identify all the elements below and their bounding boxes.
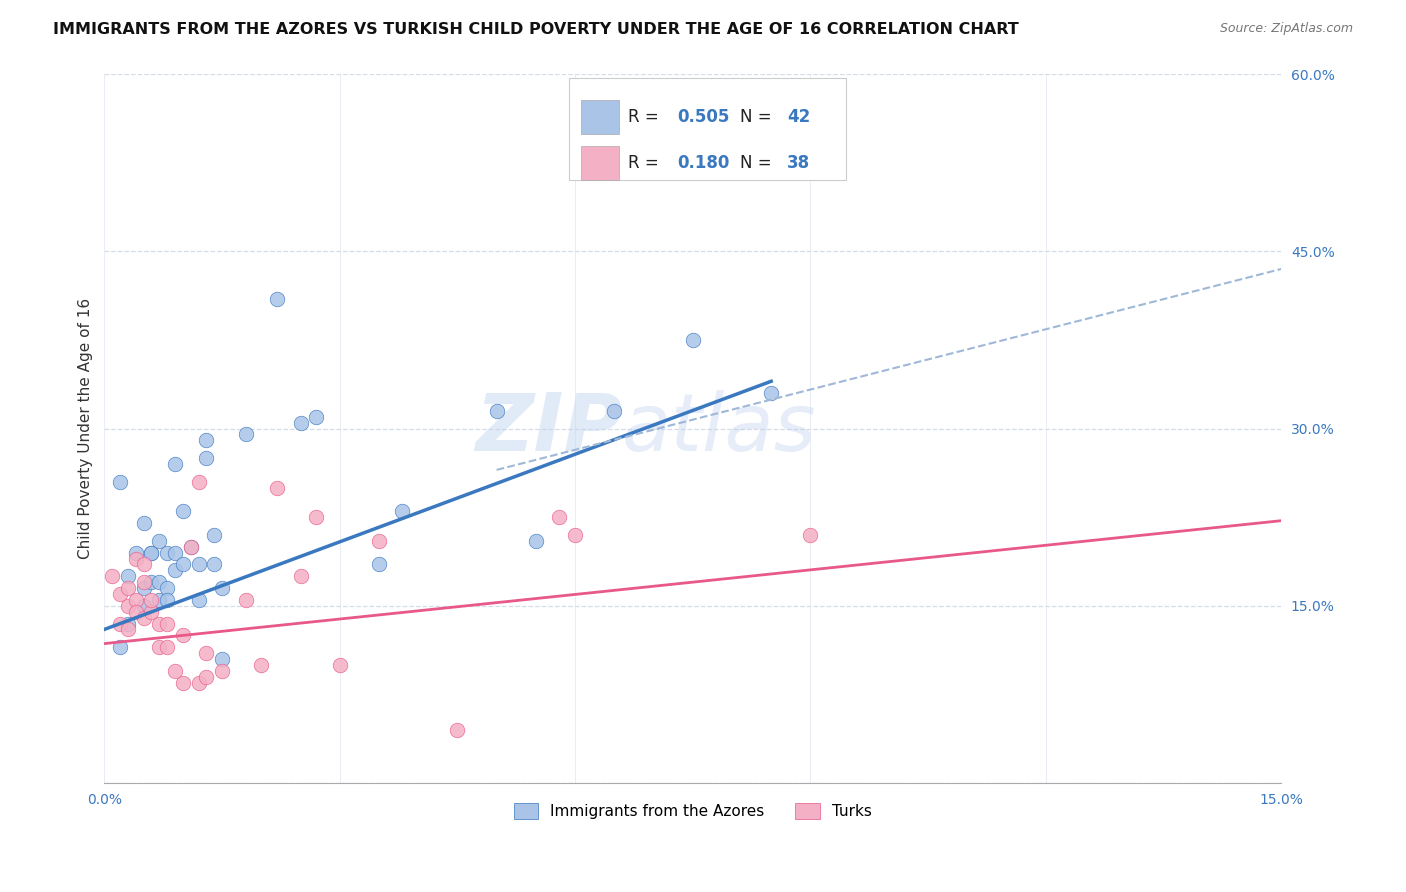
- Point: [156, 640, 179, 654]
- Point: [172, 628, 194, 642]
- Point: [250, 657, 273, 672]
- Point: [211, 581, 233, 595]
- Legend: Immigrants from the Azores, Turks: Immigrants from the Azores, Turks: [508, 797, 877, 825]
- Point: [195, 646, 218, 660]
- Text: R =: R =: [628, 108, 664, 126]
- Y-axis label: Child Poverty Under the Age of 16: Child Poverty Under the Age of 16: [79, 298, 93, 559]
- Point: [305, 409, 328, 424]
- Point: [682, 333, 704, 347]
- Point: [180, 540, 202, 554]
- Point: [132, 599, 155, 613]
- Point: [108, 587, 131, 601]
- Point: [187, 675, 209, 690]
- Point: [172, 558, 194, 572]
- Point: [132, 581, 155, 595]
- Text: R =: R =: [628, 154, 664, 172]
- Text: 0.505: 0.505: [678, 108, 730, 126]
- Text: atlas: atlas: [623, 390, 817, 467]
- Point: [329, 657, 352, 672]
- Point: [290, 569, 312, 583]
- Point: [125, 551, 148, 566]
- Point: [187, 593, 209, 607]
- Point: [172, 504, 194, 518]
- Point: [180, 540, 202, 554]
- Text: Source: ZipAtlas.com: Source: ZipAtlas.com: [1219, 22, 1353, 36]
- Text: N =: N =: [740, 108, 776, 126]
- Point: [148, 533, 170, 548]
- Point: [132, 558, 155, 572]
- Point: [266, 292, 288, 306]
- Point: [368, 533, 391, 548]
- Point: [117, 623, 139, 637]
- Point: [148, 593, 170, 607]
- Point: [132, 610, 155, 624]
- Point: [156, 581, 179, 595]
- FancyBboxPatch shape: [581, 146, 619, 180]
- Text: N =: N =: [740, 154, 776, 172]
- Point: [211, 652, 233, 666]
- Point: [125, 593, 148, 607]
- Point: [524, 533, 547, 548]
- Point: [305, 510, 328, 524]
- Point: [163, 664, 186, 678]
- Text: 42: 42: [787, 108, 810, 126]
- Point: [290, 416, 312, 430]
- Text: 0.180: 0.180: [678, 154, 730, 172]
- Point: [391, 504, 413, 518]
- Point: [187, 475, 209, 489]
- Point: [195, 451, 218, 466]
- Point: [156, 546, 179, 560]
- Point: [117, 616, 139, 631]
- Point: [761, 386, 783, 401]
- Point: [125, 605, 148, 619]
- Point: [141, 546, 163, 560]
- Point: [141, 575, 163, 590]
- Point: [446, 723, 468, 737]
- Point: [485, 404, 508, 418]
- Point: [156, 616, 179, 631]
- Point: [195, 434, 218, 448]
- Point: [101, 569, 124, 583]
- Text: 38: 38: [787, 154, 810, 172]
- Point: [108, 475, 131, 489]
- Point: [799, 528, 821, 542]
- Point: [117, 599, 139, 613]
- Point: [163, 546, 186, 560]
- Point: [235, 427, 257, 442]
- Point: [108, 640, 131, 654]
- Point: [603, 404, 626, 418]
- Point: [163, 457, 186, 471]
- Point: [132, 516, 155, 530]
- Point: [211, 664, 233, 678]
- Point: [564, 528, 586, 542]
- Point: [163, 563, 186, 577]
- FancyBboxPatch shape: [581, 100, 619, 134]
- Point: [156, 593, 179, 607]
- Point: [202, 528, 225, 542]
- Point: [548, 510, 571, 524]
- Point: [368, 558, 391, 572]
- Point: [132, 575, 155, 590]
- Text: IMMIGRANTS FROM THE AZORES VS TURKISH CHILD POVERTY UNDER THE AGE OF 16 CORRELAT: IMMIGRANTS FROM THE AZORES VS TURKISH CH…: [53, 22, 1019, 37]
- Point: [141, 605, 163, 619]
- Point: [117, 569, 139, 583]
- Point: [117, 581, 139, 595]
- Point: [202, 558, 225, 572]
- Point: [172, 675, 194, 690]
- Point: [148, 640, 170, 654]
- Text: ZIP: ZIP: [475, 390, 623, 467]
- Point: [235, 593, 257, 607]
- Point: [108, 616, 131, 631]
- FancyBboxPatch shape: [569, 78, 846, 180]
- Point: [148, 616, 170, 631]
- Point: [195, 670, 218, 684]
- Point: [266, 481, 288, 495]
- Point: [187, 558, 209, 572]
- Point: [148, 575, 170, 590]
- Point: [141, 593, 163, 607]
- Point: [141, 546, 163, 560]
- Point: [125, 546, 148, 560]
